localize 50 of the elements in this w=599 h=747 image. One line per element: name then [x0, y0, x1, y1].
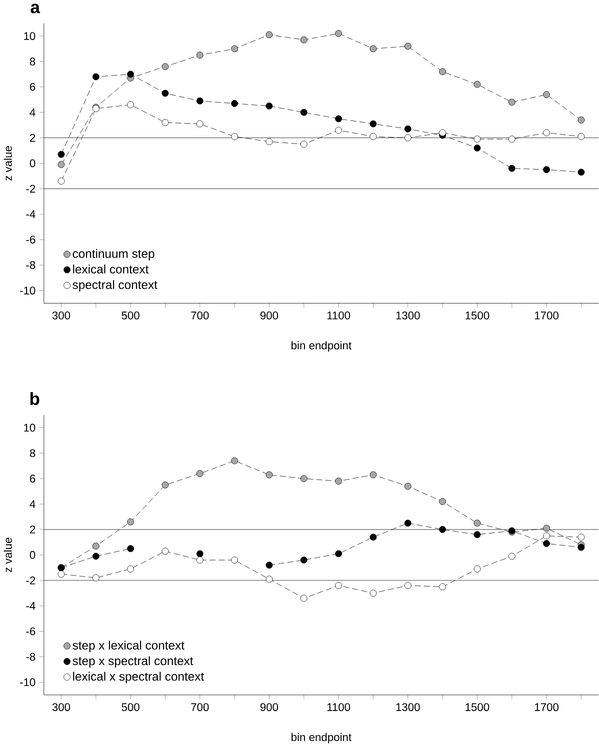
y-tick-label: -8: [26, 261, 36, 270]
x-tick-label: 1100: [328, 312, 350, 320]
y-tick-label: 10: [24, 32, 36, 40]
x-tick-label: 1700: [535, 703, 559, 712]
y-tick-label: 0: [30, 551, 36, 559]
x-axis-title: bin endpoint: [292, 341, 352, 352]
x-tick-label: 900: [260, 703, 278, 712]
y-tick-label: -4: [26, 210, 36, 218]
x-tick-label: 500: [122, 312, 140, 320]
y-tick-label: 4: [30, 500, 36, 508]
x-tick-label: 900: [260, 312, 278, 320]
y-tick-label: 2: [30, 134, 36, 142]
y-tick-label: 0: [30, 159, 36, 168]
y-tick-label: -4: [26, 602, 36, 610]
x-axis-title: bin endpoint: [292, 732, 352, 744]
y-tick-label: -2: [26, 576, 36, 584]
y-tick-label: -6: [26, 627, 36, 636]
x-tick-label: 1300: [396, 312, 420, 320]
legend-label: step x lexical context: [72, 640, 185, 652]
chart-title: b: [30, 392, 40, 405]
x-tick-label: 1500: [466, 312, 490, 320]
legend-label: step x spectral context: [72, 656, 194, 668]
legend-label: lexical context: [73, 264, 149, 274]
x-tick-label: 500: [122, 703, 140, 712]
x-tick-label: 300: [52, 312, 70, 320]
y-axis-title: z value: [4, 538, 12, 572]
y-tick-label: -2: [26, 184, 36, 193]
legend-label: continuum step: [72, 249, 154, 260]
y-tick-label: 6: [30, 82, 36, 91]
legend-label: lexical x spectral context: [73, 672, 204, 684]
y-tick-label: 4: [30, 108, 36, 116]
x-tick-label: 1700: [535, 312, 559, 320]
y-tick-label: 6: [30, 474, 36, 483]
x-tick-label: 1100: [328, 703, 350, 712]
y-tick-label: 10: [24, 424, 36, 432]
x-tick-label: 700: [191, 312, 209, 320]
x-tick-label: 1500: [466, 703, 490, 712]
y-tick-label: -6: [26, 236, 36, 244]
chart-title: a: [30, 4, 40, 14]
x-tick-label: 700: [191, 703, 209, 712]
y-axis-title: z value: [4, 146, 12, 180]
legend-label: spectral context: [72, 280, 158, 292]
x-tick-label: 1300: [396, 703, 420, 712]
y-tick-label: -8: [26, 652, 36, 661]
y-tick-label: 8: [30, 58, 36, 66]
x-tick-label: 300: [52, 703, 70, 712]
y-tick-label: -10: [20, 678, 36, 686]
y-tick-label: 8: [30, 449, 36, 458]
y-tick-label: -10: [20, 286, 36, 294]
y-tick-label: 2: [30, 526, 36, 534]
